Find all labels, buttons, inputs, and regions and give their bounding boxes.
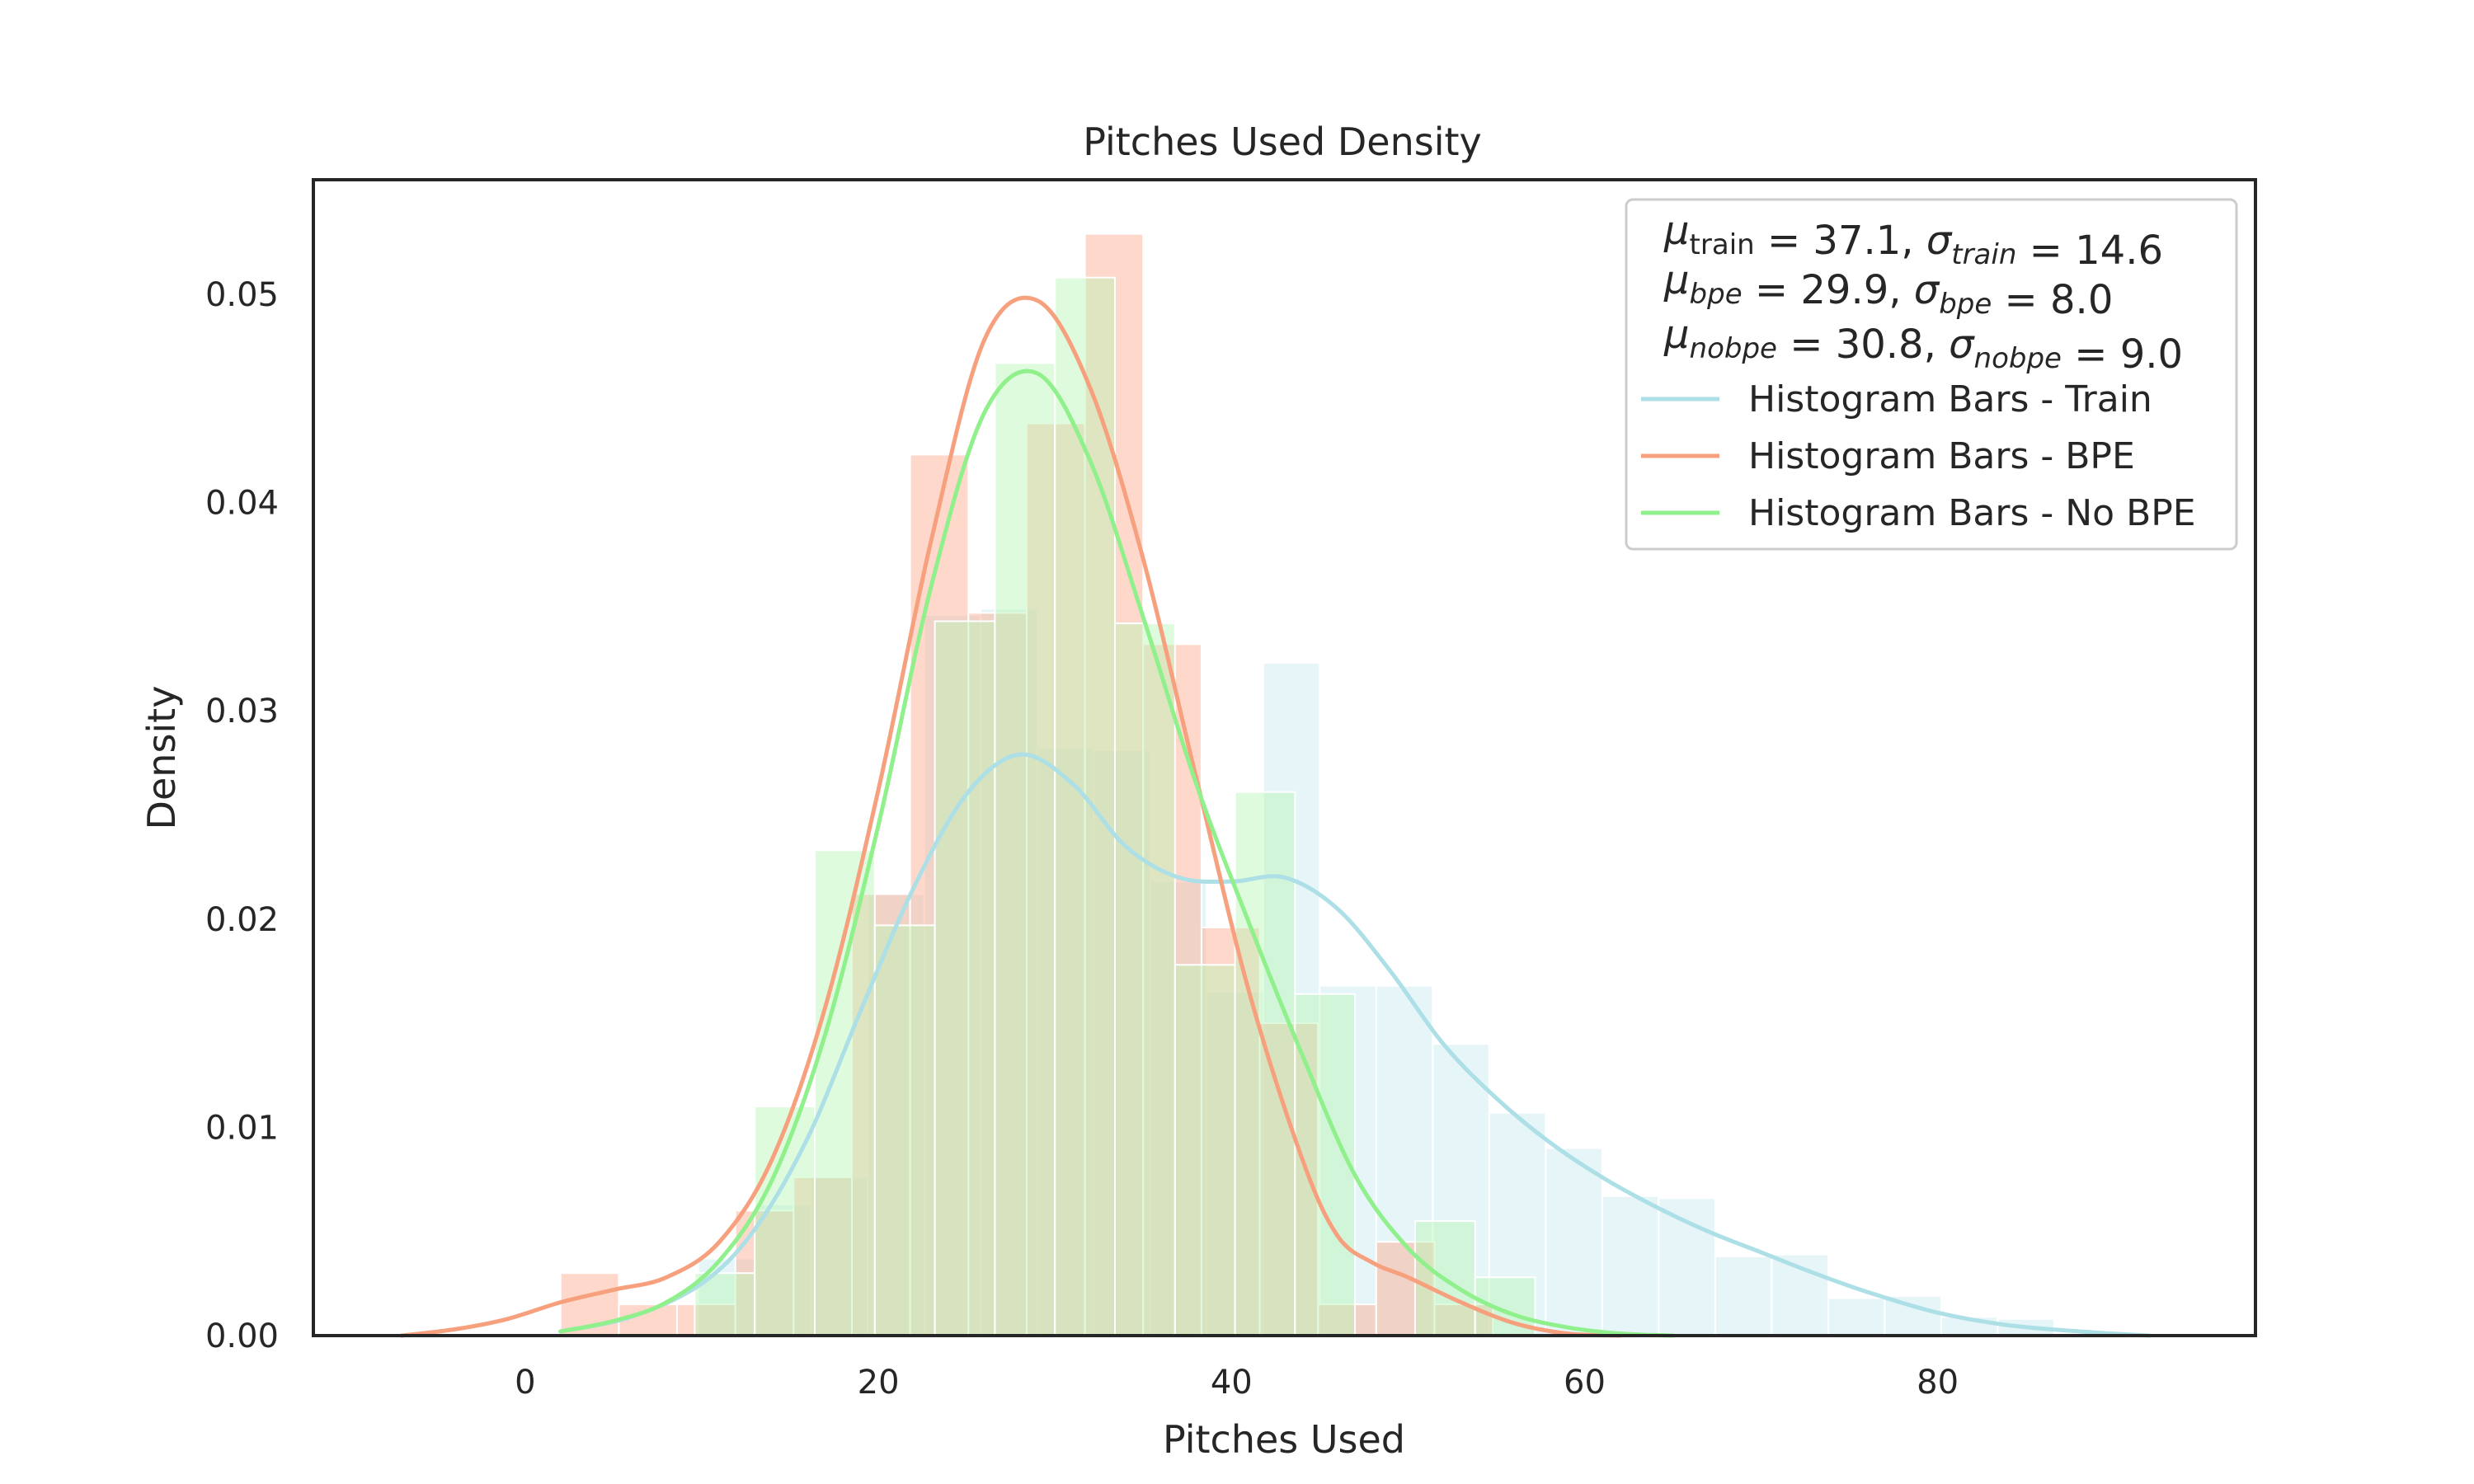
x-tick-label: 40 [1211, 1364, 1253, 1402]
legend-entries: Histogram Bars - Train Histogram Bars - B… [1641, 378, 2196, 534]
legend-box [1625, 198, 2238, 551]
histogram-bar-1-15 [1488, 1111, 1547, 1336]
histogram-bar-1-18 [1658, 1197, 1716, 1337]
histogram-bar-3-9 [1174, 964, 1236, 1337]
histogram-bar-3-6 [994, 362, 1056, 1336]
chart-title: Pitches Used Density [1083, 120, 1482, 164]
plot-frame [312, 178, 2257, 1337]
y-tick-label: 0.00 [205, 1317, 279, 1355]
y-axis-label: Density [139, 686, 184, 830]
legend-label-3: Histogram Bars - No BPE [1748, 492, 2196, 534]
histogram-bar-3-10 [1234, 791, 1296, 1336]
x-tick-label: 20 [858, 1364, 900, 1402]
legend-label-1: Histogram Bars - Train [1748, 378, 2152, 420]
density-curve-3 [558, 369, 1675, 1338]
histogram-bar-1-9 [1149, 881, 1208, 1337]
legend-stat-line: μnobpe = 30.8, σnobpe = 9.0 [1663, 312, 2183, 378]
histogram-bar-1-8 [1093, 749, 1151, 1336]
y-tick-label: 0.01 [205, 1109, 279, 1147]
y-tick-label: 0.04 [205, 485, 279, 523]
histogram-bar-3-8 [1114, 622, 1176, 1336]
histogram-bar-3-5 [934, 620, 996, 1336]
legend-stat-line: μbpe = 29.9, σbpe = 8.0 [1663, 257, 2113, 323]
x-axis-ticks: 0 20 40 60 80 [515, 1364, 1959, 1402]
histogram-bar-2-9 [1025, 422, 1086, 1336]
density-curve-2 [399, 295, 1622, 1338]
histogram-bar-1-3 [810, 1176, 869, 1336]
histogram-bar-3-4 [873, 924, 936, 1337]
legend-label-2: Histogram Bars - BPE [1748, 435, 2135, 477]
histogram-bars [559, 232, 2055, 1337]
legend-stat-line: μtrain = 37.1, σtrain = 14.6 [1663, 208, 2163, 274]
y-tick-label: 0.02 [205, 901, 279, 939]
x-axis-label: Pitches Used [1163, 1417, 1405, 1462]
y-axis-ticks: 0.00 0.01 0.02 0.03 0.04 0.05 [205, 276, 279, 1355]
histogram-bar-1-19 [1714, 1256, 1773, 1336]
histogram-bar-2-14 [1317, 1303, 1377, 1336]
histogram-bar-2-8 [967, 612, 1028, 1336]
histogram-bar-2-6 [851, 893, 911, 1336]
histogram-bar-2-5 [793, 1176, 853, 1336]
density-curves [399, 295, 2152, 1338]
histogram-bar-1-21 [1827, 1297, 1886, 1336]
x-tick-label: 80 [1917, 1364, 1959, 1402]
histogram-bar-1-16 [1545, 1147, 1603, 1336]
y-tick-label: 0.03 [205, 693, 279, 730]
x-tick-label: 0 [515, 1364, 535, 1402]
histogram-bar-1-14 [1432, 1043, 1490, 1337]
histogram-bar-1-2 [754, 1203, 812, 1337]
histogram-bar-2-10 [1084, 232, 1145, 1337]
x-tick-label: 60 [1564, 1364, 1606, 1402]
histogram-bar-1-17 [1601, 1195, 1660, 1336]
y-tick-label: 0.05 [205, 276, 279, 314]
density-curve-1 [558, 752, 2152, 1338]
histogram-bar-3-3 [814, 849, 876, 1336]
